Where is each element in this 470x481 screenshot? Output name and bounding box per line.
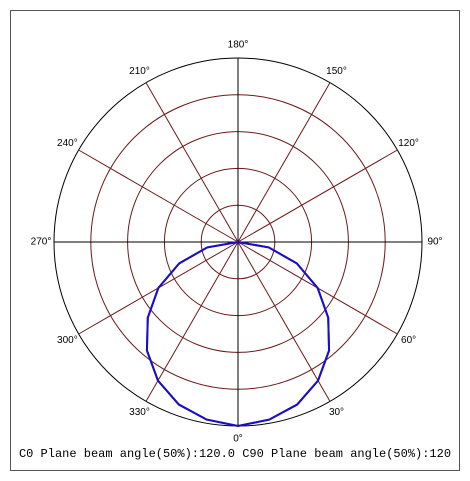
angle-label: 240° bbox=[57, 138, 78, 149]
angle-label: 270° bbox=[31, 237, 52, 248]
angle-label: 30° bbox=[329, 407, 344, 418]
angle-label: 180° bbox=[228, 40, 249, 51]
caption: C0 Plane beam angle(50%):120.0 C90 Plane… bbox=[19, 447, 451, 461]
angle-label: 120° bbox=[398, 138, 419, 149]
angle-label: 330° bbox=[129, 407, 150, 418]
angle-label: 210° bbox=[129, 66, 150, 77]
spoke bbox=[145, 241, 239, 402]
spoke bbox=[237, 149, 398, 243]
angle-label: 150° bbox=[326, 66, 347, 77]
angle-label: 60° bbox=[401, 335, 416, 346]
angle-label: 90° bbox=[427, 237, 442, 248]
angle-label: 0° bbox=[233, 434, 243, 445]
frame bbox=[10, 10, 460, 471]
intensity-curve bbox=[145, 241, 331, 428]
spoke bbox=[78, 149, 239, 243]
angle-label: 300° bbox=[57, 335, 78, 346]
spoke bbox=[237, 241, 331, 402]
spoke bbox=[237, 82, 331, 243]
spoke bbox=[145, 82, 239, 243]
